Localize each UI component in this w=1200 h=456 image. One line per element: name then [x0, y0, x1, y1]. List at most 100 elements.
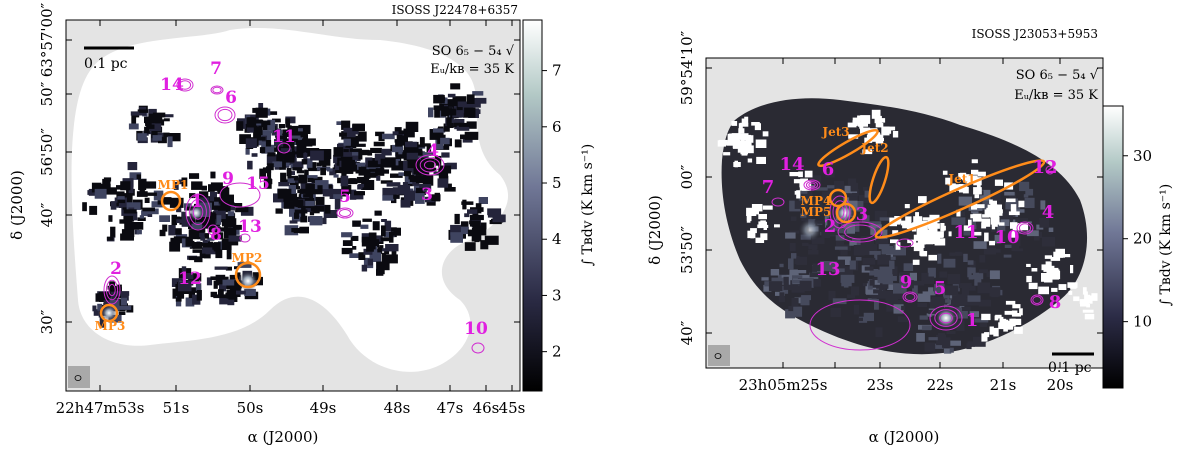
contour-line — [929, 305, 963, 331]
emission-patch — [836, 239, 843, 249]
blank-patch — [977, 171, 986, 177]
emission-patch — [456, 105, 463, 114]
blank-patch — [890, 239, 899, 244]
emission-patch — [800, 188, 808, 194]
blank-patch — [760, 220, 766, 224]
emission-patch — [151, 131, 158, 139]
emission-patch — [123, 209, 137, 214]
emission-patch — [454, 139, 462, 148]
emission-patch — [214, 201, 219, 206]
emission-patch — [376, 261, 390, 271]
blank-patch — [756, 156, 766, 164]
contour-line — [939, 312, 953, 324]
blank-patch — [970, 214, 975, 219]
blank-patch — [963, 225, 972, 231]
emission-patch — [127, 162, 138, 171]
contour-line — [217, 108, 233, 122]
emission-patch — [171, 214, 177, 226]
emission-patch — [137, 109, 149, 113]
blank-patch — [1073, 296, 1080, 302]
blank-patch — [905, 216, 912, 222]
blank-patch — [750, 228, 757, 234]
blank-patch — [966, 175, 978, 182]
emission-patch — [289, 220, 298, 224]
blank-patch — [913, 216, 923, 224]
emission-patch — [278, 124, 285, 129]
emission-patch — [213, 210, 226, 219]
x-tick-label: 20s — [1047, 376, 1074, 394]
emission-patch — [859, 194, 872, 203]
emission-patch — [298, 128, 303, 132]
blank-patch — [1086, 303, 1090, 308]
emission-patch — [168, 225, 176, 236]
y-tick-label: 30″ — [38, 309, 56, 334]
emission-patch — [374, 235, 383, 242]
blank-patch — [983, 333, 988, 340]
emission-patch — [917, 302, 927, 307]
emission-patch — [350, 235, 359, 241]
emission-patch — [921, 325, 932, 331]
emission-patch — [193, 242, 203, 249]
emission-patch — [829, 206, 836, 214]
emission-patch — [855, 257, 862, 261]
blank-patch — [882, 130, 892, 134]
emission-patch — [802, 242, 809, 247]
emission-patch — [443, 123, 450, 132]
emission-patch — [142, 181, 157, 189]
emission-patch — [492, 214, 506, 223]
right-colorbar-ticks: 10 20 30 — [1123, 147, 1152, 331]
emission-patch — [458, 122, 473, 127]
emission-patch — [835, 235, 845, 241]
emission-patch — [471, 214, 484, 221]
emission-patch — [438, 169, 449, 181]
blank-patch — [762, 205, 773, 210]
emission-patch — [1003, 254, 1012, 258]
emission-patch — [874, 210, 888, 221]
contour-line — [178, 80, 192, 90]
emission-patch — [194, 257, 203, 263]
blank-patch — [892, 230, 899, 235]
source-label: 9 — [222, 169, 234, 189]
contour-line — [338, 209, 352, 217]
emission-patch — [862, 283, 867, 287]
emission-patch — [407, 157, 420, 169]
emission-patch — [420, 157, 435, 169]
emission-patch — [185, 236, 193, 247]
emission-patch — [213, 280, 218, 289]
emission-patch — [865, 286, 879, 295]
blank-patch — [1080, 299, 1087, 305]
emission-patch — [138, 179, 147, 191]
emission-patch — [194, 222, 203, 230]
emission-patch — [827, 185, 835, 189]
emission-patch — [967, 260, 974, 265]
emission-patch — [252, 107, 263, 113]
emission-patch — [1019, 181, 1030, 192]
emission-patch — [210, 171, 216, 179]
emission-patch — [94, 188, 107, 199]
emission-patch — [843, 193, 856, 197]
right-y-label: δ (J2000) — [646, 195, 664, 265]
emission-patch — [301, 159, 308, 165]
emission-patch — [133, 222, 144, 230]
emission-patch — [251, 153, 258, 157]
emission-patch — [956, 311, 968, 319]
emission-patch — [789, 243, 796, 252]
emission-patch — [200, 236, 205, 241]
emission-patch — [832, 298, 847, 305]
contour-line — [419, 157, 441, 173]
emission-patch — [111, 291, 118, 302]
emission-patch — [875, 238, 889, 245]
emission-patch — [152, 112, 166, 118]
contour-line — [1018, 223, 1032, 233]
blank-patch — [738, 128, 745, 134]
emission-patch — [169, 133, 181, 142]
emission-patch — [1045, 237, 1054, 245]
emission-patch — [827, 219, 833, 227]
right-colorbar — [1102, 105, 1124, 389]
emission-patch — [471, 228, 486, 233]
emission-patch — [163, 114, 174, 118]
emission-patch — [405, 121, 419, 132]
emission-patch — [374, 153, 386, 165]
emission-patch — [190, 287, 200, 293]
right-scalebar-label: 0.1 pc — [1048, 360, 1092, 376]
